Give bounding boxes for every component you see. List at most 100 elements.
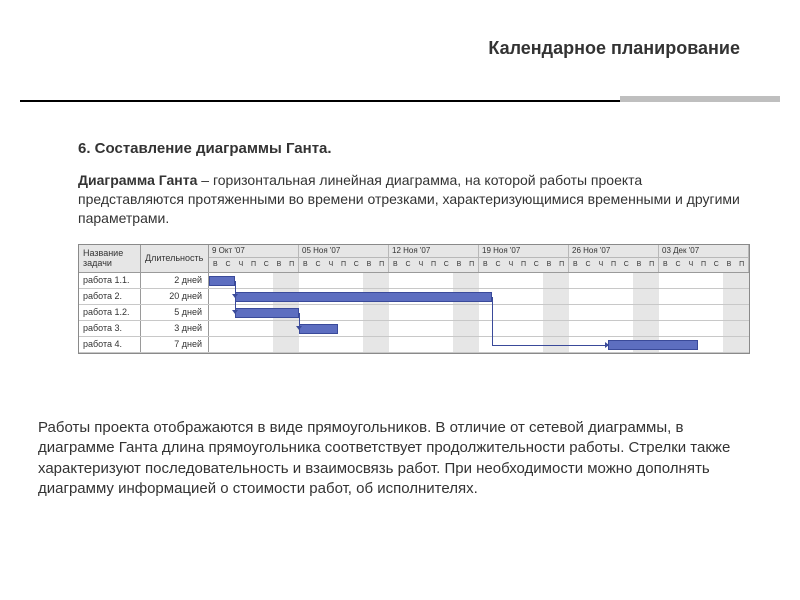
- timeline-day: П: [645, 258, 658, 271]
- timeline-day: С: [672, 258, 685, 271]
- timeline-day: В: [479, 258, 492, 271]
- section-heading: 6. Составление диаграммы Ганта.: [78, 140, 750, 157]
- timeline-days: ВСЧПСВП: [569, 258, 659, 271]
- task-name: работа 1.2.: [79, 305, 141, 320]
- timeline-day: С: [710, 258, 723, 271]
- timeline-days: ВСЧПСВП: [299, 258, 389, 271]
- timeline-week: 05 Ноя '07: [299, 245, 389, 258]
- timeline-day: В: [723, 258, 736, 271]
- timeline-day: В: [209, 258, 222, 271]
- timeline-day: П: [517, 258, 530, 271]
- timeline-day: В: [659, 258, 672, 271]
- timeline-day: С: [492, 258, 505, 271]
- gantt-bar: [235, 308, 299, 318]
- weekend-shade: [556, 273, 569, 353]
- timeline-day: В: [453, 258, 466, 271]
- timeline-week: 9 Окт '07: [209, 245, 299, 258]
- timeline-days: ВСЧПСВП: [209, 258, 299, 271]
- divider: [20, 96, 780, 102]
- timeline-day: П: [337, 258, 350, 271]
- task-duration: 2 дней: [141, 273, 209, 288]
- definition-lead: Диаграмма Ганта: [78, 172, 197, 188]
- timeline-days: ВСЧПСВП: [659, 258, 749, 271]
- timeline-day: С: [260, 258, 273, 271]
- paragraph-2: Работы проекта отображаются в виде прямо…: [38, 418, 758, 499]
- timeline-day: П: [285, 258, 298, 271]
- timeline-day: П: [427, 258, 440, 271]
- arrowhead-icon: [232, 310, 238, 314]
- timeline-day: В: [363, 258, 376, 271]
- weekend-shade: [466, 273, 479, 353]
- timeline-day: Ч: [234, 258, 247, 271]
- gantt-bar: [235, 292, 492, 302]
- gantt-timeline: 9 Окт '0705 Ноя '0712 Ноя '0719 Ноя '072…: [209, 245, 749, 273]
- weekend-shade: [736, 273, 749, 353]
- task-name: работа 4.: [79, 337, 141, 352]
- table-row: работа 2.20 дней: [79, 289, 209, 305]
- timeline-day: В: [299, 258, 312, 271]
- timeline-day: С: [350, 258, 363, 271]
- timeline-day: В: [389, 258, 402, 271]
- table-row: работа 3.3 дней: [79, 321, 209, 337]
- timeline-week: 26 Ноя '07: [569, 245, 659, 258]
- timeline-days: ВСЧПСВП: [389, 258, 479, 271]
- timeline-day: П: [465, 258, 478, 271]
- arrowhead-icon: [605, 342, 609, 348]
- timeline-week: 19 Ноя '07: [479, 245, 569, 258]
- task-name: работа 1.1.: [79, 273, 141, 288]
- gantt-bar: [608, 340, 698, 350]
- gantt-col-name-header: Название задачи: [79, 245, 141, 272]
- timeline-day: С: [440, 258, 453, 271]
- timeline-day: В: [543, 258, 556, 271]
- timeline-day: П: [375, 258, 388, 271]
- dependency-arrow: [492, 297, 493, 345]
- task-duration: 5 дней: [141, 305, 209, 320]
- dependency-arrow: [235, 281, 236, 313]
- gantt-bar: [299, 324, 338, 334]
- task-duration: 20 дней: [141, 289, 209, 304]
- gantt-chart: Название задачи Длительность работа 1.1.…: [78, 244, 750, 354]
- table-row: работа 4.7 дней: [79, 337, 209, 353]
- gantt-right-panel: 9 Окт '0705 Ноя '0712 Ноя '0719 Ноя '072…: [209, 245, 749, 353]
- timeline-day: П: [697, 258, 710, 271]
- timeline-week: 12 Ноя '07: [389, 245, 479, 258]
- timeline-day: Ч: [594, 258, 607, 271]
- task-duration: 7 дней: [141, 337, 209, 352]
- gantt-bar: [209, 276, 235, 286]
- timeline-day: П: [555, 258, 568, 271]
- timeline-day: В: [273, 258, 286, 271]
- weekend-shade: [453, 273, 466, 353]
- task-duration: 3 дней: [141, 321, 209, 336]
- page-title: Календарное планирование: [0, 38, 740, 59]
- timeline-day: П: [247, 258, 260, 271]
- timeline-week: 03 Дек '07: [659, 245, 749, 258]
- weekend-shade: [543, 273, 556, 353]
- timeline-days: ВСЧПСВП: [479, 258, 569, 271]
- timeline-day: П: [735, 258, 748, 271]
- gantt-body: [209, 273, 749, 353]
- arrowhead-icon: [296, 326, 302, 330]
- task-name: работа 2.: [79, 289, 141, 304]
- timeline-day: Ч: [504, 258, 517, 271]
- weekend-shade: [723, 273, 736, 353]
- timeline-day: Ч: [324, 258, 337, 271]
- timeline-day: П: [607, 258, 620, 271]
- dependency-arrow: [492, 345, 608, 346]
- task-name: работа 3.: [79, 321, 141, 336]
- timeline-day: С: [402, 258, 415, 271]
- gantt-left-header: Название задачи Длительность: [79, 245, 209, 273]
- definition-text: Диаграмма Ганта – горизонтальная линейна…: [78, 171, 750, 228]
- timeline-day: В: [569, 258, 582, 271]
- timeline-day: Ч: [414, 258, 427, 271]
- timeline-day: С: [312, 258, 325, 271]
- gantt-col-duration-header: Длительность: [141, 245, 209, 272]
- timeline-day: В: [633, 258, 646, 271]
- table-row: работа 1.2.5 дней: [79, 305, 209, 321]
- timeline-day: С: [620, 258, 633, 271]
- timeline-day: С: [530, 258, 543, 271]
- weekend-shade: [376, 273, 389, 353]
- timeline-day: С: [222, 258, 235, 271]
- weekend-shade: [363, 273, 376, 353]
- table-row: работа 1.1.2 дней: [79, 273, 209, 289]
- timeline-day: Ч: [684, 258, 697, 271]
